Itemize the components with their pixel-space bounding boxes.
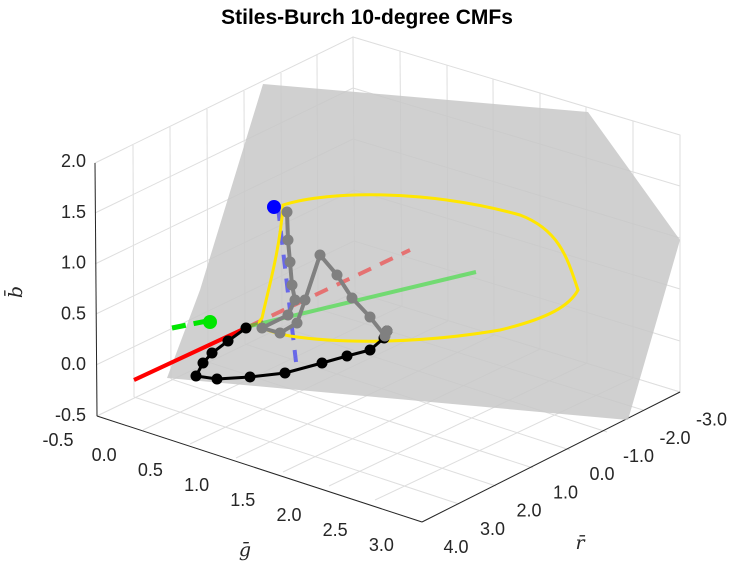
black-curve-marker bbox=[222, 335, 234, 347]
gray-curve-marker bbox=[282, 309, 294, 321]
z-tick-label: 2.0 bbox=[61, 151, 86, 171]
y-tick-label: 2.0 bbox=[276, 505, 301, 525]
gray-curve-marker bbox=[346, 292, 358, 304]
r-axis-line-hidden bbox=[249, 248, 411, 328]
gray-curve-marker bbox=[314, 249, 326, 261]
gray-cmf-markers bbox=[256, 206, 393, 342]
gray-curve-marker bbox=[364, 311, 376, 323]
black-curve-marker bbox=[316, 357, 328, 369]
y-tick-label: 3.0 bbox=[369, 535, 394, 555]
black-curve-marker bbox=[364, 344, 376, 356]
x-tick-label: -1.0 bbox=[623, 446, 654, 466]
black-floor-markers bbox=[190, 322, 393, 385]
y-tick-label: 1.0 bbox=[184, 475, 209, 495]
x-axis-label: r̄ bbox=[575, 532, 586, 554]
axes-box bbox=[94, 162, 681, 523]
black-curve-marker bbox=[279, 367, 291, 379]
green-primary-marker bbox=[203, 315, 217, 329]
x-tick-label: 4.0 bbox=[443, 537, 468, 557]
y-axis-label: ḡ bbox=[239, 539, 251, 561]
black-curve-marker bbox=[211, 373, 223, 385]
r-axis-line bbox=[133, 324, 251, 382]
y-tick-label: 0.0 bbox=[92, 445, 117, 465]
gray-curve-marker bbox=[291, 317, 303, 329]
z-tick-label: -0.5 bbox=[55, 405, 86, 425]
x-tick-label: -3.0 bbox=[696, 410, 727, 430]
chart-title: Stiles-Burch 10-degree CMFs bbox=[221, 6, 513, 29]
gray-curve-marker bbox=[284, 256, 296, 268]
black-curve-marker bbox=[240, 322, 252, 334]
x-tick-label: 0.0 bbox=[589, 464, 614, 484]
y-tick-labels: -0.5 0.0 0.5 1.0 1.5 2.0 2.5 3.0 bbox=[42, 430, 393, 555]
x-tick-label: 2.0 bbox=[516, 501, 541, 521]
gray-curve-marker bbox=[381, 325, 393, 337]
black-curve-marker bbox=[244, 371, 256, 383]
z-tick-label: 1.5 bbox=[61, 202, 86, 222]
x-tick-label: 3.0 bbox=[480, 519, 505, 539]
z-tick-label: 0.0 bbox=[61, 354, 86, 374]
gray-cmf-curve bbox=[256, 211, 389, 340]
gray-curve-marker bbox=[281, 206, 293, 218]
z-tick-label: 0.5 bbox=[61, 303, 86, 323]
x-tick-label: -2.0 bbox=[659, 428, 690, 448]
y-tick-label: 2.5 bbox=[323, 520, 348, 540]
y-tick-label: -0.5 bbox=[42, 430, 73, 450]
gray-curve-marker bbox=[286, 279, 298, 291]
black-curve-marker bbox=[206, 347, 218, 359]
gray-curve-marker bbox=[256, 322, 268, 334]
gray-curve-marker bbox=[299, 294, 311, 306]
gray-curve-marker bbox=[331, 269, 343, 281]
gray-curve-marker bbox=[274, 327, 286, 339]
gray-curve-marker bbox=[282, 234, 294, 246]
x-tick-labels: 4.0 3.0 2.0 1.0 0.0 -1.0-2.0 -3.0 bbox=[443, 410, 727, 557]
x-tick-label: 1.0 bbox=[553, 482, 578, 502]
yellow-spectral-locus bbox=[257, 193, 580, 343]
z-tick-label: 1.0 bbox=[61, 253, 86, 273]
gray-curve-marker bbox=[289, 294, 301, 306]
z-tick-labels: -0.5 0.0 0.5 1.0 1.5 2.0 bbox=[55, 151, 86, 425]
blue-primary-marker bbox=[267, 200, 281, 214]
z-axis-label: b̄ bbox=[3, 286, 27, 298]
black-curve-marker bbox=[197, 357, 209, 369]
y-tick-label: 1.5 bbox=[230, 490, 255, 510]
black-curve-marker bbox=[190, 370, 202, 382]
black-curve-marker bbox=[341, 350, 353, 362]
y-tick-label: 0.5 bbox=[138, 460, 163, 480]
